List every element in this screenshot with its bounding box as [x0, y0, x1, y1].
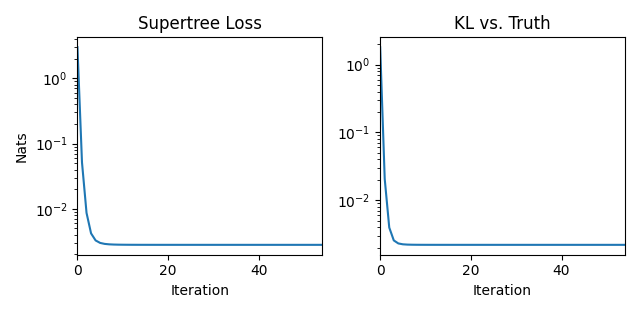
- Title: Supertree Loss: Supertree Loss: [138, 15, 262, 33]
- X-axis label: Iteration: Iteration: [170, 284, 229, 298]
- Title: KL vs. Truth: KL vs. Truth: [454, 15, 551, 33]
- Y-axis label: Nats: Nats: [15, 130, 29, 162]
- X-axis label: Iteration: Iteration: [473, 284, 532, 298]
